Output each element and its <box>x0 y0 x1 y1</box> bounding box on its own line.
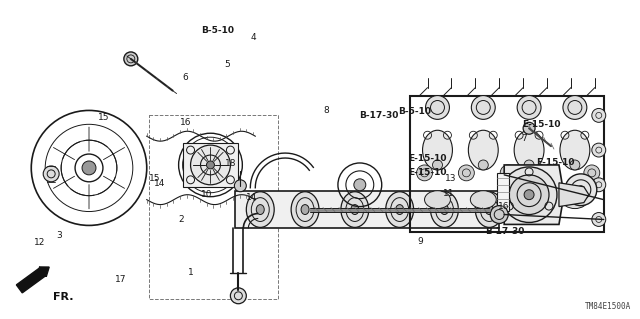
Ellipse shape <box>246 192 274 227</box>
Circle shape <box>542 165 558 181</box>
Circle shape <box>207 161 214 169</box>
Text: 6: 6 <box>182 73 188 82</box>
Circle shape <box>354 179 366 191</box>
Text: 10: 10 <box>201 190 212 199</box>
Text: 4: 4 <box>250 33 256 42</box>
Ellipse shape <box>470 191 496 209</box>
Text: 16: 16 <box>498 203 509 211</box>
Text: 13: 13 <box>445 174 456 183</box>
Ellipse shape <box>560 130 590 170</box>
Polygon shape <box>559 183 589 207</box>
Circle shape <box>592 108 605 122</box>
Circle shape <box>490 205 508 223</box>
Text: 1: 1 <box>188 268 194 277</box>
Circle shape <box>500 165 516 181</box>
Text: B-5-10: B-5-10 <box>398 107 431 116</box>
FancyArrow shape <box>17 267 49 293</box>
Circle shape <box>191 145 230 185</box>
Text: E-15-10: E-15-10 <box>408 168 446 177</box>
Ellipse shape <box>351 204 359 214</box>
Ellipse shape <box>396 204 404 214</box>
Text: 15: 15 <box>97 113 109 122</box>
Polygon shape <box>182 143 238 187</box>
Ellipse shape <box>291 192 319 227</box>
Text: E-15-10: E-15-10 <box>522 120 561 129</box>
Text: E-15-10: E-15-10 <box>536 158 575 167</box>
Ellipse shape <box>440 204 449 214</box>
Circle shape <box>230 288 246 304</box>
Ellipse shape <box>468 130 498 170</box>
Ellipse shape <box>516 191 542 209</box>
Circle shape <box>563 96 587 119</box>
Circle shape <box>478 160 488 170</box>
Circle shape <box>417 165 433 181</box>
Circle shape <box>82 161 96 175</box>
Circle shape <box>234 180 246 192</box>
Bar <box>148 115 278 299</box>
Text: B-17-30: B-17-30 <box>485 227 525 236</box>
Text: 18: 18 <box>225 159 237 168</box>
Circle shape <box>524 160 534 170</box>
Circle shape <box>501 167 557 222</box>
Ellipse shape <box>424 191 451 209</box>
Ellipse shape <box>341 192 369 227</box>
Circle shape <box>124 52 138 66</box>
Ellipse shape <box>476 192 503 227</box>
Bar <box>410 96 604 232</box>
Text: TM84E1500A: TM84E1500A <box>584 302 630 311</box>
Polygon shape <box>504 165 564 225</box>
Text: 14: 14 <box>246 193 257 202</box>
Circle shape <box>426 96 449 119</box>
Text: 5: 5 <box>225 60 230 69</box>
Ellipse shape <box>422 130 452 170</box>
Ellipse shape <box>431 192 458 227</box>
Circle shape <box>207 161 214 169</box>
Circle shape <box>565 174 596 205</box>
Circle shape <box>458 165 474 181</box>
Circle shape <box>592 178 605 192</box>
Circle shape <box>44 166 59 182</box>
Ellipse shape <box>256 204 264 214</box>
Text: 7: 7 <box>521 134 527 144</box>
Circle shape <box>524 190 534 200</box>
Ellipse shape <box>514 130 544 170</box>
Circle shape <box>471 96 495 119</box>
Bar <box>236 191 499 228</box>
Text: B-5-10: B-5-10 <box>202 26 234 35</box>
Text: FR.: FR. <box>53 292 74 302</box>
Bar <box>497 173 509 211</box>
Circle shape <box>517 96 541 119</box>
Circle shape <box>592 143 605 157</box>
Text: 12: 12 <box>34 238 45 247</box>
Text: 8: 8 <box>323 106 329 115</box>
Text: 15: 15 <box>148 174 160 183</box>
Circle shape <box>523 122 535 134</box>
Text: 14: 14 <box>154 179 165 188</box>
Text: B-17-30: B-17-30 <box>359 111 398 120</box>
Circle shape <box>584 165 600 181</box>
Text: 11: 11 <box>443 189 454 198</box>
Ellipse shape <box>301 204 309 214</box>
Text: E-15-10: E-15-10 <box>408 154 446 163</box>
Text: 16: 16 <box>180 118 192 127</box>
Text: 2: 2 <box>179 215 184 224</box>
Circle shape <box>433 160 442 170</box>
Circle shape <box>592 212 605 226</box>
Circle shape <box>570 160 580 170</box>
Text: 9: 9 <box>418 237 424 246</box>
Ellipse shape <box>485 204 493 214</box>
Ellipse shape <box>386 192 413 227</box>
Circle shape <box>191 145 230 185</box>
Circle shape <box>577 186 585 194</box>
Ellipse shape <box>562 191 588 209</box>
Text: 17: 17 <box>115 275 127 284</box>
Text: 3: 3 <box>56 231 61 240</box>
Circle shape <box>509 175 549 214</box>
